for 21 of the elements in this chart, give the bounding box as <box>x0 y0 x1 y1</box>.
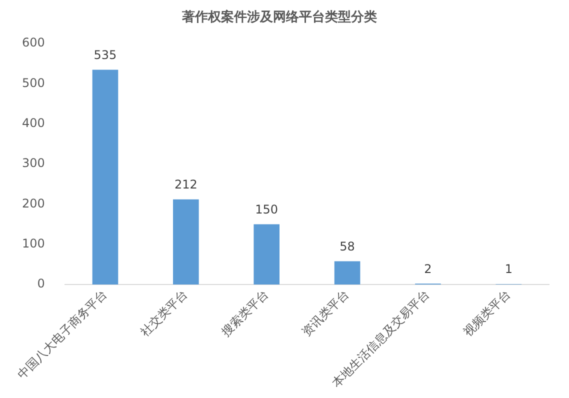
y-tick-label: 300 <box>22 156 45 170</box>
bar <box>173 199 199 284</box>
x-tick-label: 社交类平台 <box>138 287 190 340</box>
data-label: 1 <box>504 262 512 276</box>
y-tick-label: 200 <box>22 196 45 210</box>
data-label: 2 <box>424 262 432 276</box>
chart-title: 著作权案件涉及网络平台类型分类 <box>181 9 377 26</box>
x-tick-label: 资讯类平台 <box>299 287 352 340</box>
y-tick-label: 400 <box>22 116 45 130</box>
y-tick-label: 100 <box>22 236 45 250</box>
bar <box>92 70 118 284</box>
x-tick-label: 搜索类平台 <box>218 287 271 340</box>
bar <box>254 224 280 284</box>
bar <box>334 261 360 284</box>
data-label: 535 <box>94 48 117 62</box>
data-label: 58 <box>340 239 355 254</box>
data-label: 212 <box>174 177 198 192</box>
x-tick-label: 视频类平台 <box>460 287 513 340</box>
y-tick-label: 600 <box>22 36 45 50</box>
y-tick-label: 500 <box>22 76 45 90</box>
data-label: 150 <box>255 202 278 216</box>
